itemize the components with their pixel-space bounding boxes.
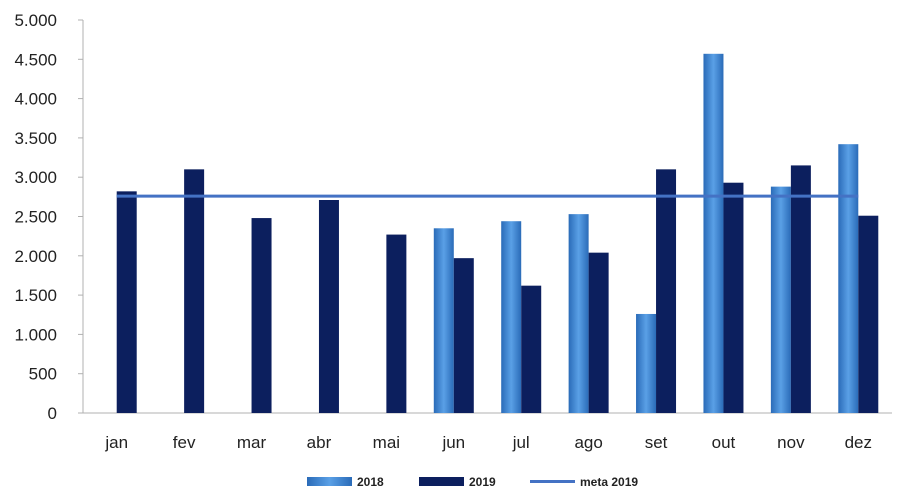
bar-2019-mai (386, 234, 407, 413)
bar-2019-abr (318, 199, 339, 413)
y-tick-label: 1.500 (14, 286, 57, 305)
bar-2018-nov (770, 186, 791, 413)
y-axis: 0 500 1.000 1.500 2.000 2.500 3.000 3.500 4.000 4… (14, 11, 83, 423)
bars (116, 53, 879, 414)
y-tick-label: 500 (29, 365, 57, 384)
bar-2018-dez (838, 144, 859, 414)
bar-2019-jan (116, 191, 137, 413)
x-axis: jan fev mar abr mai jun jul ago set out nov dez (104, 433, 872, 452)
bar-2019-jul (521, 285, 542, 413)
y-tick-label: 2.500 (14, 208, 57, 227)
bar-2019-ago (588, 252, 609, 413)
x-tick-label: mai (373, 433, 400, 452)
x-tick-label: dez (845, 433, 872, 452)
y-tick-label: 3.000 (14, 168, 57, 187)
legend-label-2018: 2018 (357, 475, 384, 489)
bar-2019-jun (453, 258, 474, 413)
plot-frame (82, 20, 892, 414)
x-tick-label: jul (512, 433, 530, 452)
x-tick-label: ago (574, 433, 602, 452)
x-tick-label: mar (237, 433, 267, 452)
legend-swatch-2018 (307, 477, 352, 486)
legend-label-meta-2019: meta 2019 (580, 475, 638, 489)
bar-2019-fev (184, 169, 205, 413)
x-tick-label: jun (441, 433, 465, 452)
bar-2018-out (703, 53, 724, 413)
bar-2019-nov (790, 165, 811, 413)
x-tick-label: jan (104, 433, 128, 452)
bar-2019-set (656, 169, 677, 413)
bar-2018-jun (433, 228, 454, 413)
bar-2018-set (636, 313, 657, 413)
bar-2018-ago (568, 214, 589, 413)
y-tick-label: 5.000 (14, 11, 57, 30)
x-tick-label: set (645, 433, 668, 452)
y-tick-label: 2.000 (14, 247, 57, 266)
legend-swatch-2019 (419, 477, 464, 486)
legend: 2018 2019 meta 2019 (307, 475, 638, 489)
y-tick-label: 1.000 (14, 325, 57, 344)
x-tick-label: fev (173, 433, 196, 452)
bar-2019-out (723, 182, 744, 413)
bar-2018-jul (501, 221, 522, 413)
bar-2019-dez (858, 215, 879, 413)
x-tick-label: out (712, 433, 736, 452)
legend-label-2019: 2019 (469, 475, 496, 489)
x-tick-label: abr (307, 433, 332, 452)
y-tick-label: 0 (48, 404, 57, 423)
y-tick-label: 4.000 (14, 90, 57, 109)
y-tick-label: 3.500 (14, 129, 57, 148)
x-tick-label: nov (777, 433, 805, 452)
bar-2019-mar (251, 218, 272, 413)
y-tick-label: 4.500 (14, 50, 57, 69)
